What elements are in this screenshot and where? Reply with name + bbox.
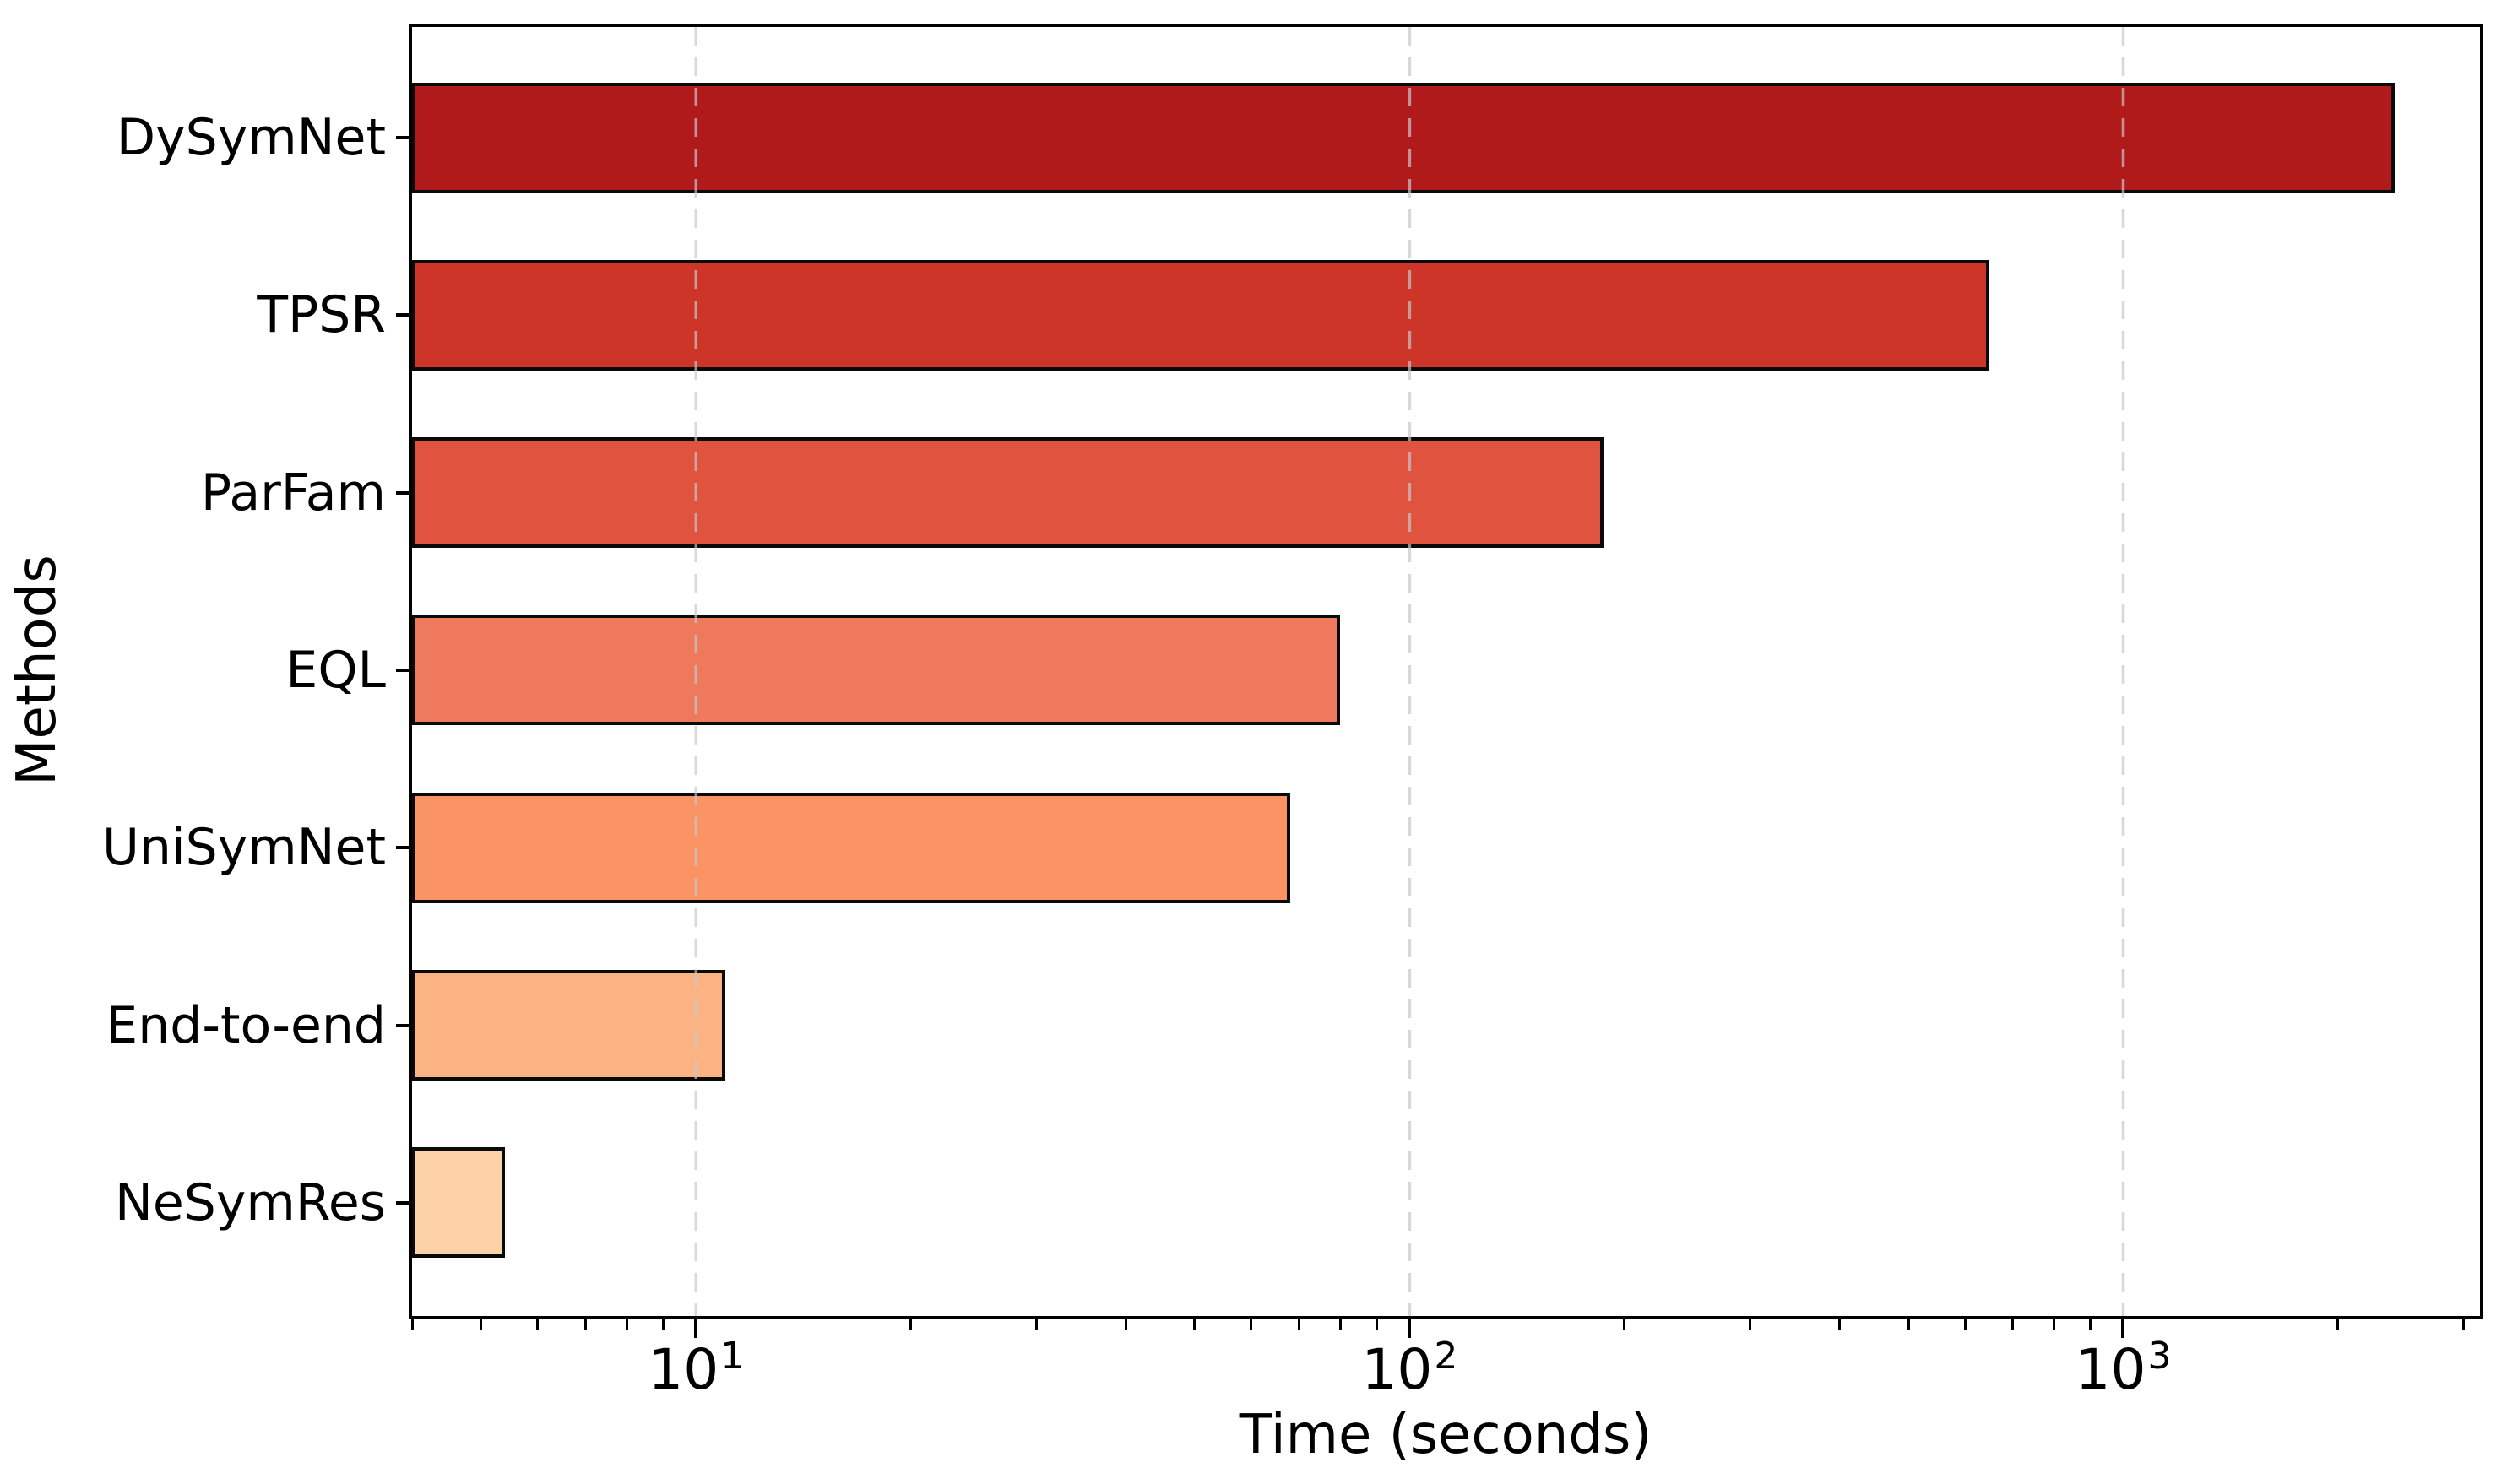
x-tick-label: 102 — [1361, 1335, 1457, 1408]
x-minor-tick — [1837, 1319, 1841, 1330]
x-minor-tick — [2462, 1319, 2466, 1330]
x-minor-tick — [583, 1319, 587, 1330]
x-minor-tick — [1338, 1319, 1342, 1330]
y-tick — [396, 136, 411, 139]
x-minor-tick — [2011, 1319, 2015, 1330]
x-minor-tick — [1035, 1319, 1038, 1330]
x-minor-tick — [480, 1319, 483, 1330]
x-minor-tick — [2336, 1319, 2340, 1330]
x-minor-tick — [1250, 1319, 1253, 1330]
x-tick-label-base: 10 — [1361, 1337, 1433, 1402]
x-minor-tick — [410, 1319, 414, 1330]
y-tick — [396, 313, 411, 317]
x-tick-label-exponent: 1 — [720, 1334, 745, 1378]
x-minor-tick — [1963, 1319, 1967, 1330]
y-tick-label: TPSR — [257, 285, 386, 345]
x-tick-label-exponent: 3 — [2147, 1334, 2172, 1378]
x-major-tick — [2121, 1319, 2125, 1338]
x-axis-title: Time (seconds) — [1239, 1404, 1652, 1466]
y-tick-label: UniSymNet — [102, 818, 386, 878]
x-minor-tick — [1193, 1319, 1197, 1330]
bar-dysymnet — [412, 82, 2395, 193]
x-major-tick — [1408, 1319, 1412, 1338]
x-minor-tick — [1749, 1319, 1752, 1330]
x-tick-label-exponent: 2 — [1434, 1334, 1458, 1378]
y-tick-label: DySymNet — [116, 108, 386, 167]
x-minor-tick — [625, 1319, 628, 1330]
x-minor-tick — [2089, 1319, 2092, 1330]
x-tick-label-base: 10 — [2075, 1337, 2146, 1402]
x-minor-tick — [2053, 1319, 2056, 1330]
bar-parfam — [412, 437, 1604, 549]
y-tick — [396, 846, 411, 850]
x-minor-tick — [1297, 1319, 1300, 1330]
bar-nesymres — [412, 1147, 505, 1259]
x-tick-label-base: 10 — [648, 1337, 719, 1402]
x-minor-tick — [1124, 1319, 1127, 1330]
x-minor-tick — [1907, 1319, 1910, 1330]
y-tick-label: ParFam — [200, 463, 386, 523]
x-minor-tick — [1623, 1319, 1626, 1330]
x-major-tick — [694, 1319, 698, 1338]
x-minor-tick — [909, 1319, 913, 1330]
y-tick-label: End-to-end — [106, 995, 386, 1055]
y-tick — [396, 668, 411, 672]
y-tick — [396, 1023, 411, 1027]
bars-layer — [412, 27, 2480, 1316]
x-tick-label: 103 — [2075, 1335, 2171, 1408]
plot-area — [409, 24, 2483, 1319]
x-minor-tick — [1376, 1319, 1379, 1330]
bar-end-to-end — [412, 970, 725, 1081]
y-tick — [396, 490, 411, 495]
y-tick-label: NeSymRes — [114, 1173, 386, 1232]
x-tick-label: 101 — [648, 1335, 744, 1408]
bar-unisymnet — [412, 792, 1290, 903]
x-minor-tick — [662, 1319, 665, 1330]
bar-eql — [412, 615, 1340, 726]
bar-tpsr — [412, 259, 1989, 371]
x-minor-tick — [536, 1319, 540, 1330]
y-tick-label: EQL — [285, 640, 386, 700]
y-tick — [396, 1200, 411, 1205]
